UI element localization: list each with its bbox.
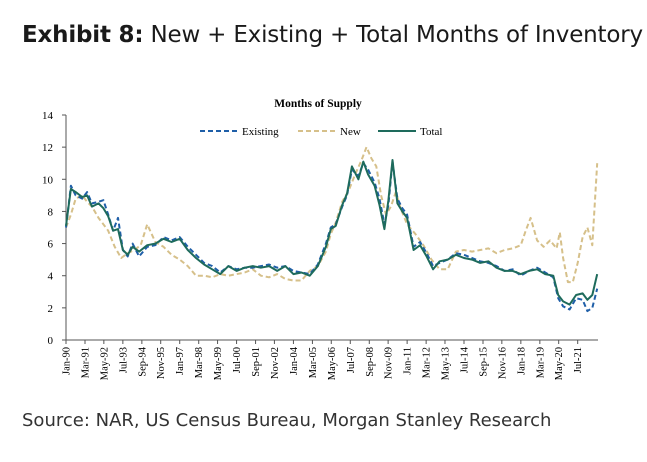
series-line-new: [65, 146, 599, 284]
x-tick-label: Sep-08: [365, 347, 376, 377]
chart-title: Months of Supply: [274, 98, 362, 110]
x-tick-label: Jul-07: [346, 347, 357, 373]
x-tick-label: Jul-00: [232, 347, 243, 373]
x-tick-label: May-20: [554, 347, 565, 380]
x-tick-label: Nov-02: [270, 347, 281, 379]
x-tick-label: Mar-98: [194, 347, 205, 378]
x-tick-label: Jan-04: [289, 346, 300, 375]
y-tick-label: 10: [42, 174, 54, 186]
x-tick-label: May-06: [327, 347, 338, 380]
x-tick-label: Jan-18: [516, 347, 527, 375]
x-tick-label: May-99: [213, 347, 224, 380]
x-tick-label: May-92: [99, 347, 110, 380]
y-tick-label: 0: [48, 335, 54, 347]
series-line-total: [65, 159, 599, 306]
x-tick-label: Sep-15: [478, 347, 489, 377]
x-tick-label: Nov-95: [156, 347, 167, 379]
x-tick-label: Jan-97: [175, 347, 186, 375]
x-tick-label: Mar-91: [81, 347, 92, 378]
x-tick-label: Jul-93: [118, 347, 129, 373]
x-axis: Jan-90 Mar-91 May-92 Jul-93 Sep-94 Nov-95 Jan-…: [62, 339, 598, 380]
x-tick-label: Mar-05: [308, 347, 319, 378]
series-layer: [65, 146, 599, 313]
x-tick-label: Nov-16: [497, 347, 508, 379]
x-tick-label: Mar-19: [535, 347, 546, 378]
exhibit-title: Exhibit 8: New + Existing + Total Months…: [22, 22, 643, 48]
legend-label-new: New: [340, 126, 361, 138]
legend-label-total: Total: [420, 126, 442, 138]
x-tick-label: Sep-94: [137, 346, 148, 376]
source-note: Source: NAR, US Census Bureau, Morgan St…: [22, 410, 552, 431]
x-tick-label: Jan-90: [62, 347, 73, 375]
y-tick-label: 8: [48, 206, 54, 218]
legend: Existing New Total: [200, 126, 442, 138]
x-tick-label: Sep-01: [251, 347, 262, 377]
legend-label-existing: Existing: [242, 126, 279, 138]
x-tick-label: Jan-11: [403, 347, 414, 375]
months-of-supply-chart: Months of Supply 0 2 4 6 8 10 12 14 Jan-90 Mar-9…: [42, 98, 599, 380]
x-tick-label: Jul-14: [459, 346, 470, 373]
x-tick-label: Mar-12: [422, 347, 433, 378]
exhibit-title-text: New + Existing + Total Months of Invento…: [150, 22, 643, 48]
x-tick-label: May-13: [440, 347, 451, 380]
y-tick-label: 4: [48, 271, 54, 283]
y-tick-label: 12: [42, 142, 53, 154]
series-line-existing: [65, 160, 599, 313]
y-axis: 0 2 4 6 8 10 12 14: [42, 110, 67, 347]
x-tick-label: Nov-09: [384, 347, 395, 379]
y-tick-label: 2: [48, 303, 54, 315]
y-tick-label: 14: [42, 110, 54, 122]
y-tick-label: 6: [48, 239, 54, 251]
x-tick-label: Jul-21: [573, 347, 584, 373]
exhibit-label: Exhibit 8:: [22, 22, 144, 48]
